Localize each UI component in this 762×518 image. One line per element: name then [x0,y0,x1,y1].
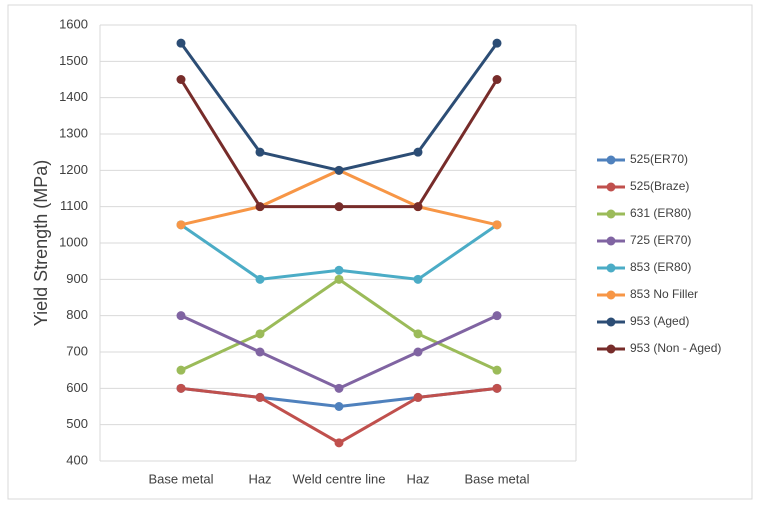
point [255,392,265,402]
point [413,202,423,212]
legend-label: 631 (ER80) [630,206,691,220]
point [492,220,502,230]
legend-label: 953 (Non - Aged) [630,341,721,355]
point [413,347,423,357]
y-tick-label: 1100 [60,198,88,213]
legend-label: 853 (ER80) [630,260,691,274]
point [255,274,265,284]
y-tick-label: 700 [66,343,88,358]
point [176,311,186,321]
point [176,383,186,393]
chart-border [7,4,753,500]
legend-label: 725 (ER70) [630,233,691,247]
point [492,311,502,321]
y-tick-label: 1500 [59,53,88,68]
legend-label: 953 (Aged) [630,314,689,328]
point [255,202,265,212]
legend-label: 525(Braze) [630,179,689,193]
point [334,383,344,393]
point [334,265,344,275]
y-tick-label: 1000 [59,234,88,249]
legend-marker [606,155,616,165]
point [176,365,186,375]
y-tick-label: 1200 [59,162,88,177]
point [334,402,344,411]
legend-marker [606,182,616,192]
point [413,329,423,339]
point [492,365,502,375]
x-tick-label: Weld centre line [293,471,386,486]
y-tick-label: 1600 [59,16,88,31]
y-axis-label: Yield Strength (MPa) [31,160,51,326]
point [413,274,423,284]
legend-label: 525(ER70) [630,152,688,166]
point [413,392,423,402]
point [176,75,186,84]
y-tick-label: 900 [66,271,88,286]
point [255,347,265,357]
y-tick-label: 1400 [59,89,88,104]
legend-label: 853 No Filler [630,287,698,301]
point [176,220,186,230]
y-tick-label: 1300 [59,125,88,140]
y-tick-label: 600 [66,380,88,395]
point [334,438,344,448]
point [492,383,502,393]
legend-marker [606,236,616,246]
x-tick-label: Base metal [464,471,529,486]
x-tick-label: Base metal [148,471,213,486]
legend-marker [606,263,616,273]
x-tick-label: Haz [248,471,271,486]
y-tick-label: 800 [66,307,88,322]
legend-marker [606,209,616,219]
y-tick-label: 500 [66,416,88,431]
point [492,75,502,84]
point [334,202,344,212]
y-tick-label: 400 [66,452,88,467]
point [413,147,423,157]
point [334,165,344,175]
legend-marker [606,344,616,354]
point [492,38,502,48]
point [255,147,265,157]
legend-marker [606,317,616,327]
point [334,274,344,284]
point [255,329,265,339]
x-tick-label: Haz [406,471,429,486]
point [176,38,186,48]
legend-marker [606,290,616,300]
